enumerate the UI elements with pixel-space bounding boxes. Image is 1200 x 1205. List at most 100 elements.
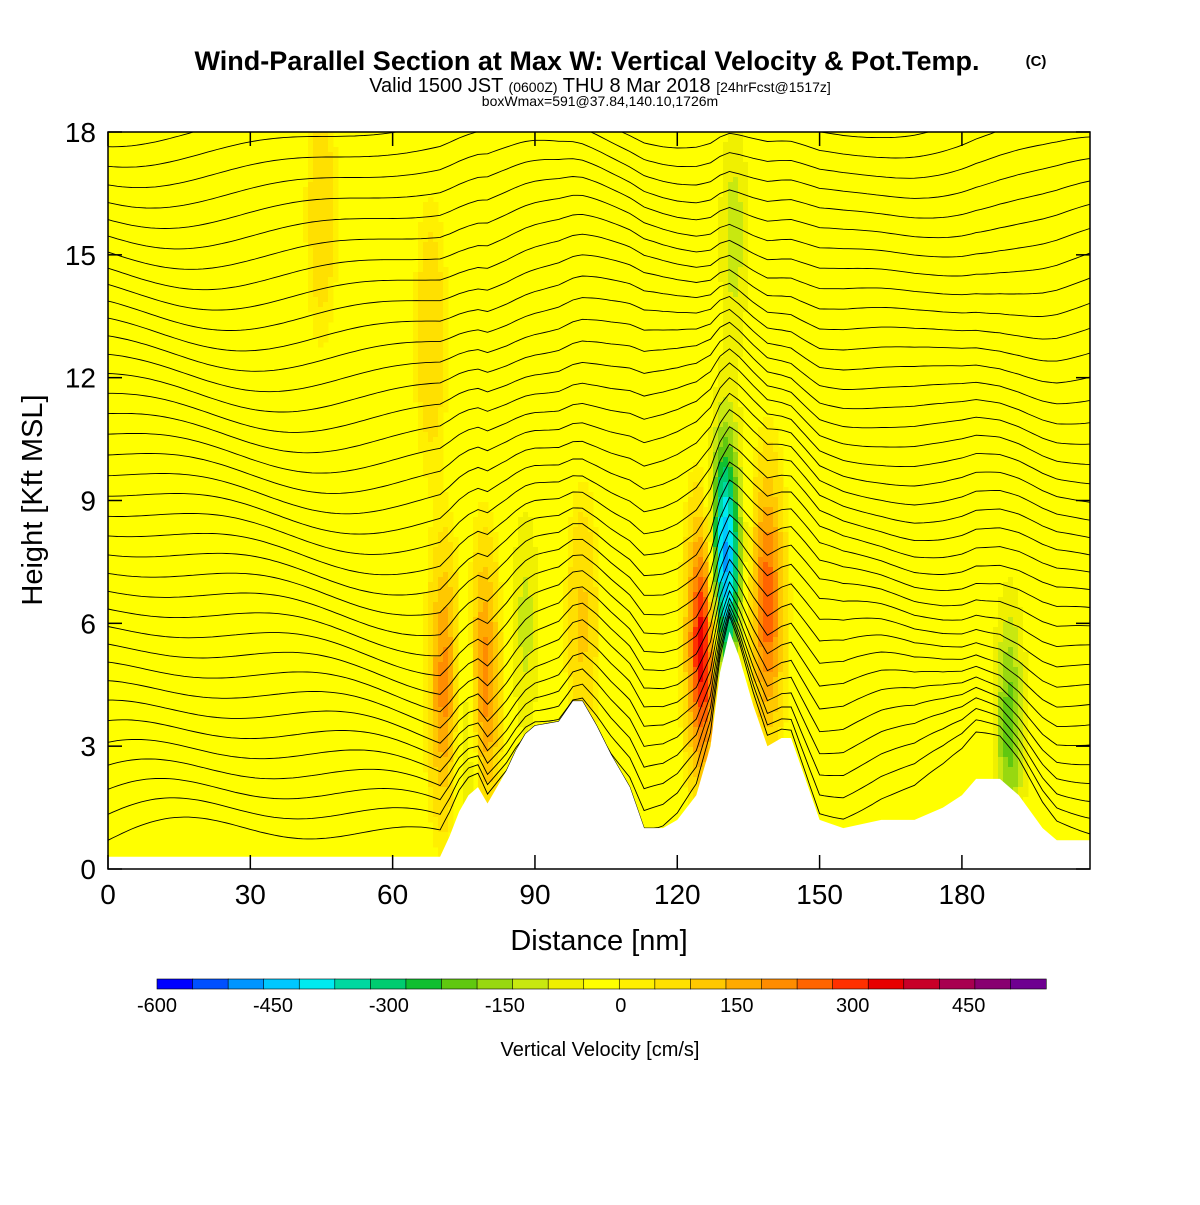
velocity-cell	[588, 632, 594, 638]
velocity-cell	[568, 587, 574, 593]
velocity-cell	[443, 567, 449, 573]
velocity-cell	[478, 607, 484, 613]
velocity-cell	[723, 482, 729, 488]
velocity-cell	[698, 762, 704, 768]
velocity-cell	[1008, 557, 1014, 563]
velocity-cell	[568, 517, 574, 523]
velocity-cell	[693, 742, 699, 748]
velocity-cell	[533, 617, 539, 623]
velocity-cell	[488, 662, 494, 668]
velocity-cell	[698, 472, 704, 478]
velocity-cell	[538, 537, 544, 543]
velocity-cell	[728, 227, 734, 233]
velocity-cell	[443, 352, 449, 358]
velocity-cell	[428, 197, 434, 203]
velocity-cell	[733, 442, 739, 448]
velocity-cell	[433, 507, 439, 513]
velocity-cell	[428, 687, 434, 693]
velocity-cell	[323, 232, 329, 238]
velocity-cell	[433, 817, 439, 823]
velocity-cell	[568, 582, 574, 588]
velocity-cell	[778, 477, 784, 483]
velocity-cell	[1008, 567, 1014, 573]
colorbar-tick-label: -300	[369, 995, 409, 1017]
velocity-cell	[563, 592, 569, 598]
velocity-cell	[323, 132, 329, 138]
velocity-cell	[463, 782, 469, 788]
velocity-cell	[578, 502, 584, 508]
velocity-cell	[763, 602, 769, 608]
velocity-cell	[438, 297, 444, 303]
velocity-cell	[328, 192, 334, 198]
velocity-cell	[708, 497, 714, 503]
velocity-cell	[528, 497, 534, 503]
velocity-cell	[1003, 702, 1009, 708]
velocity-cell	[768, 507, 774, 513]
velocity-cell	[423, 412, 429, 418]
velocity-cell	[993, 632, 999, 638]
velocity-cell	[773, 477, 779, 483]
velocity-cell	[783, 632, 789, 638]
velocity-cell	[728, 447, 734, 453]
velocity-cell	[523, 682, 529, 688]
velocity-cell	[748, 237, 754, 243]
velocity-cell	[493, 587, 499, 593]
velocity-cell	[698, 537, 704, 543]
velocity-cell	[443, 367, 449, 373]
velocity-cell	[773, 607, 779, 613]
velocity-cell	[788, 607, 794, 613]
velocity-cell	[563, 597, 569, 603]
velocity-cell	[688, 477, 694, 483]
velocity-cell	[1013, 607, 1019, 613]
velocity-cell	[773, 602, 779, 608]
velocity-cell	[318, 327, 324, 333]
velocity-cell	[1003, 597, 1009, 603]
velocity-cell	[778, 642, 784, 648]
velocity-cell	[573, 512, 579, 518]
velocity-cell	[773, 667, 779, 673]
velocity-cell	[418, 252, 424, 258]
velocity-cell	[448, 787, 454, 793]
velocity-cell	[538, 602, 544, 608]
colorbar-swatch	[974, 978, 1012, 990]
velocity-cell	[993, 612, 999, 618]
velocity-cell	[688, 757, 694, 763]
velocity-cell	[423, 267, 429, 273]
velocity-cell	[743, 227, 749, 233]
velocity-cell	[453, 742, 459, 748]
velocity-cell	[448, 727, 454, 733]
velocity-cell	[528, 697, 534, 703]
velocity-cell	[728, 312, 734, 318]
velocity-cell	[738, 462, 744, 468]
velocity-cell	[588, 587, 594, 593]
velocity-cell	[743, 527, 749, 533]
velocity-cell	[688, 742, 694, 748]
velocity-cell	[308, 207, 314, 213]
velocity-cell	[538, 557, 544, 563]
velocity-cell	[723, 562, 729, 568]
velocity-cell	[718, 382, 724, 388]
velocity-cell	[718, 262, 724, 268]
velocity-cell	[683, 512, 689, 518]
velocity-cell	[443, 652, 449, 658]
velocity-cell	[1023, 652, 1029, 658]
velocity-cell	[573, 672, 579, 678]
velocity-cell	[708, 457, 714, 463]
velocity-cell	[688, 652, 694, 658]
velocity-cell	[308, 247, 314, 253]
velocity-cell	[738, 282, 744, 288]
velocity-cell	[698, 747, 704, 753]
velocity-cell	[993, 707, 999, 713]
velocity-cell	[438, 407, 444, 413]
velocity-cell	[303, 232, 309, 238]
velocity-cell	[433, 357, 439, 363]
velocity-cell	[513, 572, 519, 578]
velocity-cell	[308, 252, 314, 258]
velocity-cell	[738, 497, 744, 503]
velocity-cell	[438, 767, 444, 773]
velocity-cell	[778, 557, 784, 563]
velocity-cell	[743, 557, 749, 563]
theta-contour	[108, 544, 1090, 695]
velocity-cell	[733, 302, 739, 308]
velocity-cell	[773, 712, 779, 718]
